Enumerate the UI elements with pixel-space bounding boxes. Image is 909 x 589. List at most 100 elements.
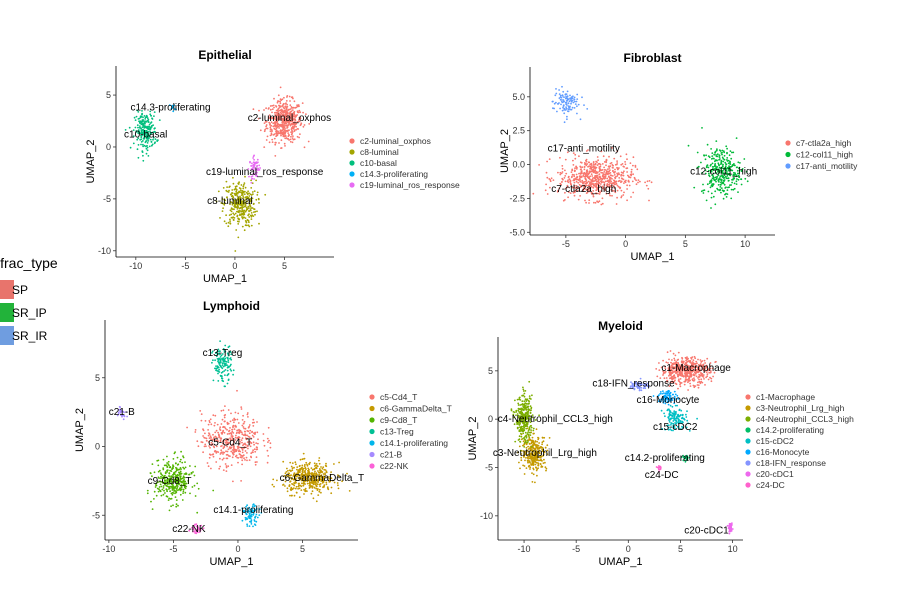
point	[297, 104, 300, 106]
point	[687, 375, 689, 378]
point	[733, 187, 736, 190]
point	[583, 165, 586, 168]
point	[235, 185, 238, 188]
point	[234, 418, 237, 421]
point	[595, 178, 598, 181]
point	[266, 449, 269, 452]
point	[215, 461, 218, 463]
point	[530, 429, 532, 431]
point	[144, 133, 147, 136]
point	[152, 138, 154, 141]
point	[516, 398, 519, 401]
point	[706, 143, 709, 146]
point	[288, 95, 291, 98]
point	[596, 174, 599, 177]
point	[225, 466, 228, 469]
point	[212, 359, 214, 362]
point	[520, 432, 522, 435]
point	[226, 366, 229, 369]
point	[252, 168, 254, 171]
point	[722, 182, 725, 185]
panels: -10 -5 0 550-5-10EpithelialUMAP_1UMAP_2c2-l…	[74, 48, 858, 568]
point	[238, 432, 241, 435]
point	[567, 196, 569, 199]
point	[310, 492, 313, 495]
point	[248, 203, 251, 205]
point	[234, 204, 236, 207]
point	[288, 133, 290, 136]
point	[318, 488, 321, 491]
point	[598, 179, 600, 181]
point	[619, 186, 622, 189]
point	[723, 151, 726, 154]
point	[268, 141, 271, 144]
point	[224, 360, 227, 363]
point	[689, 379, 691, 382]
point	[730, 184, 732, 186]
legend-entry: c12-col11_high	[796, 150, 853, 160]
point	[237, 236, 240, 239]
point	[208, 433, 211, 435]
point	[291, 131, 294, 133]
point	[720, 191, 722, 194]
point	[271, 104, 274, 107]
y-tick-label: 0	[488, 414, 493, 424]
point	[583, 168, 586, 171]
point	[254, 167, 256, 169]
point	[710, 184, 713, 187]
point	[129, 146, 132, 149]
point	[253, 448, 256, 451]
point	[574, 103, 577, 105]
legend-entry: c22-NK	[380, 461, 409, 471]
point	[593, 201, 595, 204]
y-tick-label: 5	[106, 90, 111, 100]
point	[289, 138, 292, 141]
point	[291, 120, 294, 122]
point	[235, 434, 237, 437]
point	[591, 169, 593, 171]
point	[297, 470, 299, 472]
point	[538, 164, 540, 166]
point	[727, 177, 730, 180]
point	[700, 190, 703, 193]
point	[314, 470, 316, 473]
point	[255, 171, 258, 174]
point	[634, 166, 637, 168]
point	[278, 142, 280, 144]
point	[135, 115, 138, 118]
point	[230, 363, 232, 366]
point	[220, 423, 223, 425]
cluster-label-c2-luminal-oxphos: c2-luminal_oxphos	[248, 113, 331, 124]
point	[729, 150, 732, 153]
point	[566, 95, 569, 98]
point	[267, 441, 269, 443]
point	[598, 173, 601, 176]
point	[257, 442, 259, 445]
point	[166, 462, 169, 464]
cluster-label-c10-basal: c10-basal	[124, 130, 167, 141]
cluster-label-c14-3-proliferating: c14.3-proliferating	[130, 103, 210, 114]
point	[172, 110, 175, 113]
point	[226, 369, 229, 372]
point	[146, 142, 149, 144]
point	[255, 456, 258, 458]
point	[718, 149, 721, 152]
point	[520, 435, 523, 438]
point	[171, 106, 174, 108]
point	[684, 374, 687, 377]
point	[176, 464, 179, 466]
point	[142, 120, 145, 122]
global-legend-title: lfrac_type	[0, 255, 58, 271]
point	[241, 206, 244, 208]
panel-legend: c5-Cd4_Tc6-GammaDelta_Tc9-Cd8_Tc13-Tregc…	[369, 392, 452, 471]
point	[287, 108, 290, 111]
point	[298, 136, 300, 139]
cluster-c8-luminal	[215, 175, 267, 252]
point	[294, 487, 297, 490]
point	[250, 178, 253, 180]
point	[528, 408, 531, 411]
point	[251, 214, 254, 217]
point	[586, 108, 589, 110]
point	[251, 191, 254, 193]
point	[618, 177, 621, 179]
